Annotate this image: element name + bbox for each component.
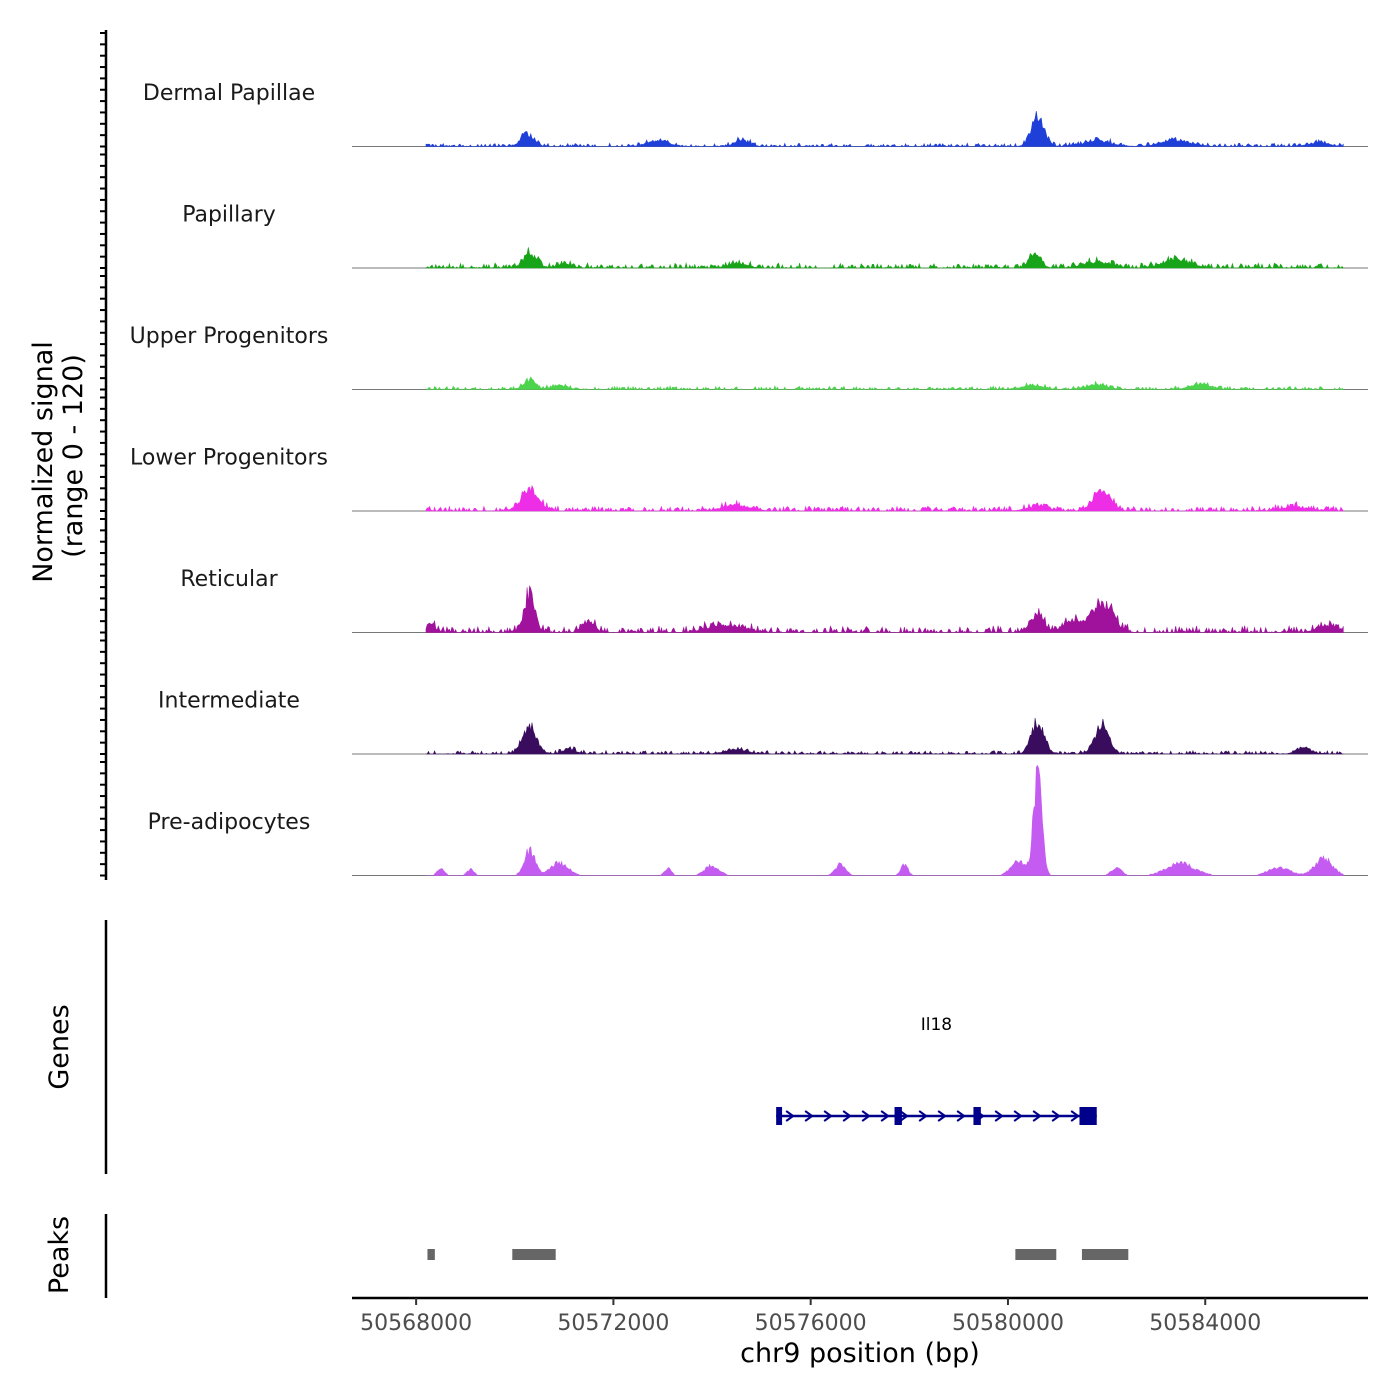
strand-arrow xyxy=(804,1110,814,1122)
x-tick-label: 50568000 xyxy=(360,1311,472,1336)
strand-arrow xyxy=(1070,1110,1080,1122)
track-label: Pre-adipocytes xyxy=(148,810,311,835)
strand-arrow xyxy=(785,1110,795,1122)
signal-area xyxy=(425,247,1344,269)
track-intermediate: Intermediate xyxy=(158,689,1368,755)
signal-area xyxy=(425,585,1344,634)
genes-panel-title: Genes xyxy=(44,1004,75,1089)
signal-area xyxy=(425,376,1344,391)
peak-region xyxy=(512,1249,556,1260)
x-axis-title: chr9 position (bp) xyxy=(740,1338,980,1369)
track-reticular: Reticular xyxy=(180,567,1368,634)
peak-region xyxy=(1081,1249,1129,1260)
strand-arrow xyxy=(918,1110,928,1122)
track-label: Dermal Papillae xyxy=(143,81,315,106)
peak-region xyxy=(427,1249,435,1260)
track-label: Lower Progenitors xyxy=(130,446,328,471)
track-label: Intermediate xyxy=(158,689,300,714)
gene-exon xyxy=(776,1107,783,1125)
strand-arrow xyxy=(861,1110,871,1122)
track-papillary: Papillary xyxy=(182,203,1368,269)
gene-exon xyxy=(894,1107,902,1125)
strand-arrow xyxy=(842,1110,852,1122)
x-tick-label: 50572000 xyxy=(557,1311,669,1336)
gene-name: Il18 xyxy=(921,1015,952,1035)
strand-arrow xyxy=(956,1110,966,1122)
coverage-y-ticks xyxy=(100,32,106,877)
y-axis-title: Normalized signal xyxy=(28,341,59,583)
x-axis-ticks: 50568000 50572000 50576000 50580000 50584000 xyxy=(360,1298,1261,1336)
track-pre-adipocytes: Pre-adipocytes xyxy=(148,764,1368,876)
strand-arrow xyxy=(937,1110,947,1122)
strand-arrow xyxy=(899,1110,909,1122)
track-dermal-papillae: Dermal Papillae xyxy=(143,81,1368,148)
x-tick-label: 50584000 xyxy=(1149,1311,1261,1336)
gene-il18: Il18 xyxy=(776,1015,1097,1125)
y-axis-range: (range 0 - 120) xyxy=(58,354,89,558)
track-label: Reticular xyxy=(180,567,278,592)
signal-area xyxy=(426,764,1344,876)
strand-arrow xyxy=(880,1110,890,1122)
gene-track: Il18 xyxy=(776,1015,1097,1125)
peaks-panel-title: Peaks xyxy=(44,1216,75,1294)
gene-exon xyxy=(973,1107,981,1125)
strand-arrow xyxy=(1032,1110,1042,1122)
coverage-tracks: Dermal Papillae Papillary Upper Progenitor… xyxy=(130,81,1368,876)
strand-arrow xyxy=(823,1110,833,1122)
x-tick-label: 50576000 xyxy=(755,1311,867,1336)
signal-area xyxy=(425,484,1344,513)
track-lower-progenitors: Lower Progenitors xyxy=(130,446,1368,513)
strand-arrow xyxy=(1013,1110,1023,1122)
x-tick-label: 50580000 xyxy=(952,1311,1064,1336)
peak-track xyxy=(427,1249,1129,1260)
strand-arrow xyxy=(994,1110,1004,1122)
track-upper-progenitors: Upper Progenitors xyxy=(130,324,1368,391)
track-label: Papillary xyxy=(182,203,276,228)
signal-area xyxy=(426,717,1344,755)
gene-exon xyxy=(1079,1107,1097,1125)
signal-area xyxy=(425,110,1344,148)
strand-arrow xyxy=(1051,1110,1061,1122)
peak-region xyxy=(1015,1249,1057,1260)
track-label: Upper Progenitors xyxy=(130,324,329,349)
